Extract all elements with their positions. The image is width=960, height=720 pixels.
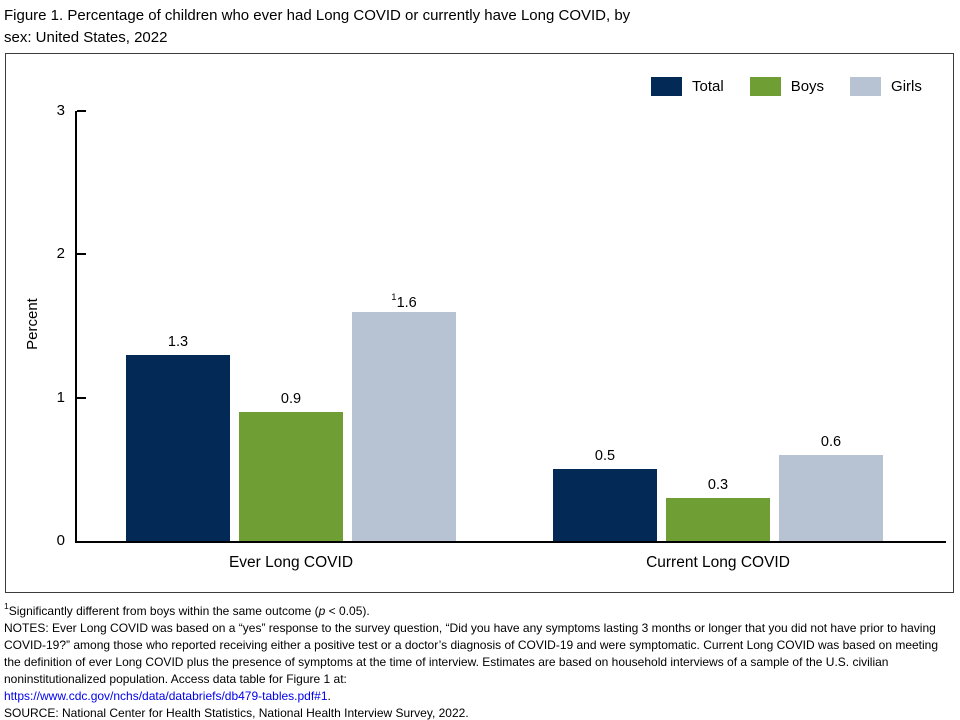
footnote-marker: 1 [4,601,9,611]
data-table-link[interactable]: https://www.cdc.gov/nchs/data/databriefs… [4,689,328,703]
legend-swatch-girls [850,77,882,96]
category-label: Ever Long COVID [228,554,354,571]
x-axis-line [75,541,946,543]
bar-total-2 [553,469,657,541]
legend-swatch-boys [749,77,781,96]
y-tick-label: 3 [56,102,65,119]
bar-value-label: 1.3 [167,333,189,350]
figure-title: Figure 1. Percentage of children who eve… [4,7,631,46]
chart-area: Total Boys Girls Percent 0 1 2 3 1.3 0.5 0.9 0.3 1… [5,53,954,593]
y-tick-label: 0 [56,532,65,549]
legend-label: Total [692,78,724,95]
bar-value-label: 11.6 [391,291,417,311]
bar-value-label: 0.3 [707,477,729,493]
y-tick-label: 2 [56,245,65,263]
significance-footnote: 1Significantly different from boys withi… [4,601,370,618]
bar-boys-1 [239,412,343,541]
chart-legend: Total Boys Girls [651,77,922,96]
y-tick-mark [77,253,86,256]
bar-value-label: 0.9 [280,391,302,407]
bar-girls-2 [779,455,883,541]
legend-item-girls: Girls [850,77,922,96]
notes-text: NOTES: Ever Long COVID was based on a “y… [4,621,939,686]
legend-item-total: Total [651,77,724,96]
source-text: SOURCE: National Center for Health Stati… [4,706,469,720]
y-axis-line [75,111,77,543]
data-table-link-line: https://www.cdc.gov/nchs/data/databriefs… [4,689,331,703]
legend-label: Girls [891,78,922,95]
bar-total-1 [126,354,230,541]
y-tick-mark [77,110,86,112]
legend-label: Boys [790,78,825,95]
category-label: Current Long COVID [646,554,790,571]
legend-swatch-total [651,77,682,96]
y-axis-label: Percent [24,298,41,350]
footnotes: 1Significantly different from boys withi… [4,599,956,720]
y-tick-mark [77,396,86,399]
bar-value-label: 0.5 [594,448,616,465]
bar-boys-2 [666,498,770,541]
y-tick-label: 1 [56,388,65,406]
bar-value-label: 0.6 [820,434,842,450]
bar-girls-1 [352,311,456,541]
legend-item-boys: Boys [749,77,825,96]
